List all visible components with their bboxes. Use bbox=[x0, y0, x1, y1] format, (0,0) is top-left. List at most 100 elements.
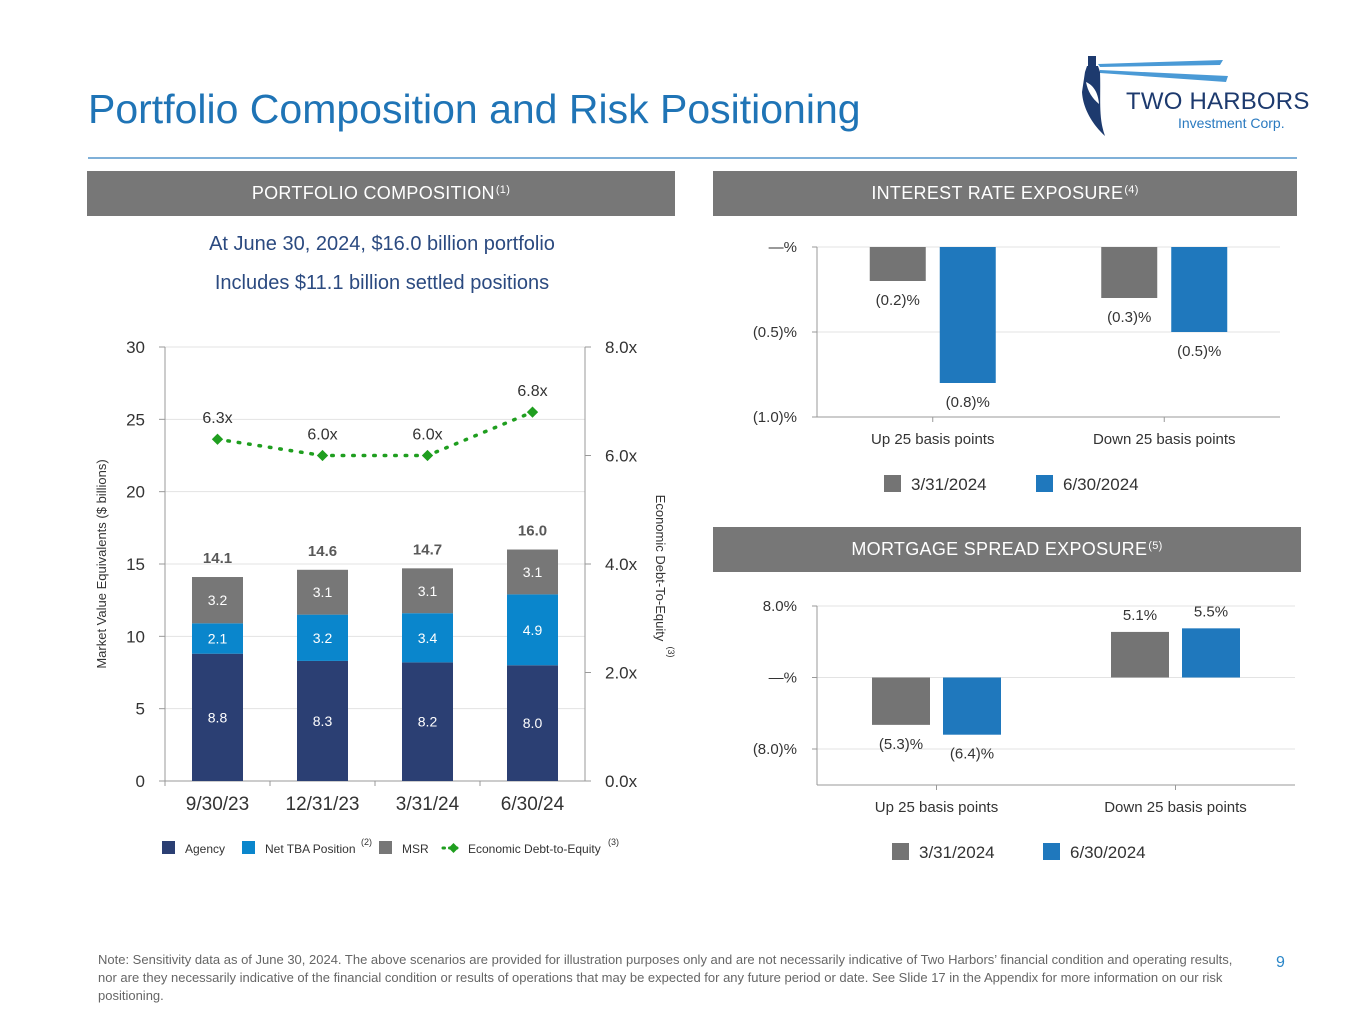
x-category-label: Up 25 basis points bbox=[871, 431, 994, 448]
y-tick-label: (0.5)% bbox=[753, 324, 797, 341]
debt-to-equity-marker bbox=[526, 406, 539, 418]
logo-subtitle: Investment Corp. bbox=[1178, 115, 1285, 131]
legend-sup: (3) bbox=[608, 837, 619, 847]
y-tick-label: (8.0)% bbox=[753, 741, 797, 758]
debt-to-equity-label: 6.0x bbox=[412, 427, 442, 444]
x-category-label: 6/30/24 bbox=[501, 794, 565, 815]
portfolio-summary-line-2: Includes $11.1 billion settled positions bbox=[214, 272, 550, 294]
bar-value-label: 3.2 bbox=[313, 630, 333, 646]
debt-to-equity-label: 6.3x bbox=[202, 410, 232, 427]
bar-net-tba-position bbox=[402, 613, 453, 663]
legend-sup: (2) bbox=[361, 837, 372, 847]
legend-swatch bbox=[884, 475, 901, 492]
bar-msr bbox=[402, 568, 453, 614]
bar-net-tba-position bbox=[297, 614, 348, 661]
legend-swatch bbox=[242, 841, 255, 854]
bar-value-label: (0.5)% bbox=[1177, 343, 1221, 360]
bar-agency bbox=[297, 660, 348, 781]
title-divider bbox=[88, 157, 1297, 159]
bar-6-30-2024 bbox=[939, 247, 996, 383]
spread-header: MORTGAGE SPREAD EXPOSURE (5) bbox=[713, 527, 1301, 572]
bar-value-label: 5.1% bbox=[1123, 607, 1157, 624]
legend-label: Agency bbox=[185, 842, 225, 856]
bar-3-31-2024 bbox=[1101, 247, 1158, 298]
legend-label: 3/31/2024 bbox=[919, 843, 995, 862]
bar-total-label: 14.1 bbox=[203, 550, 232, 567]
bar-value-label: 8.2 bbox=[418, 714, 438, 730]
y-tick-label: 0 bbox=[136, 772, 145, 791]
debt-to-equity-label: 6.8x bbox=[517, 383, 547, 400]
y-tick-label: 15 bbox=[126, 555, 145, 574]
bar-value-label: 4.9 bbox=[523, 622, 543, 638]
legend-label: Net TBA Position bbox=[265, 842, 356, 856]
y-tick-label: 25 bbox=[126, 410, 145, 429]
bar-agency bbox=[402, 662, 453, 781]
bar-6-30-2024 bbox=[943, 677, 1001, 735]
bar-value-label: 3.1 bbox=[523, 564, 543, 580]
bar-total-label: 16.0 bbox=[518, 523, 547, 540]
bar-value-label: (0.3)% bbox=[1107, 309, 1151, 326]
y2-tick-label: 2.0x bbox=[605, 664, 638, 683]
rate-header-text: INTEREST RATE EXPOSURE bbox=[871, 183, 1124, 203]
portfolio-summary-line-1: At June 30, 2024, $16.0 billion portfoli… bbox=[209, 233, 555, 255]
spread-header-text: MORTGAGE SPREAD EXPOSURE bbox=[851, 539, 1148, 559]
x-category-label: 9/30/23 bbox=[186, 794, 249, 815]
legend-swatch bbox=[379, 841, 392, 854]
footnote: Note: Sensitivity data as of June 30, 20… bbox=[98, 952, 1233, 1003]
y-tick-label: —% bbox=[769, 670, 797, 687]
y-tick-label: 20 bbox=[126, 483, 145, 502]
rate-header-sup: (4) bbox=[1124, 183, 1139, 196]
x-category-label: Up 25 basis points bbox=[875, 799, 998, 816]
legend-swatch bbox=[162, 841, 175, 854]
bar-agency bbox=[192, 653, 243, 781]
portfolio-header: PORTFOLIO COMPOSITION (1) bbox=[87, 171, 675, 216]
bar-value-label: (5.3)% bbox=[879, 736, 923, 753]
legend-label: Economic Debt-to-Equity bbox=[468, 842, 601, 856]
legend-marker bbox=[448, 843, 459, 853]
bar-agency bbox=[507, 665, 558, 781]
spread-header-sup: (5) bbox=[1148, 539, 1163, 552]
y-tick-label: —% bbox=[769, 239, 797, 256]
bar-value-label: (6.4)% bbox=[950, 746, 994, 763]
bar-net-tba-position bbox=[507, 594, 558, 666]
bar-value-label: 8.8 bbox=[208, 709, 228, 725]
x-category-label: Down 25 basis points bbox=[1093, 431, 1236, 448]
y2-tick-label: 4.0x bbox=[605, 555, 638, 574]
debt-to-equity-marker bbox=[316, 449, 329, 462]
bar-6-30-2024 bbox=[1182, 628, 1240, 678]
legend-label: MSR bbox=[402, 842, 429, 856]
logo-name: TWO HARBORS bbox=[1126, 88, 1310, 115]
bar-msr bbox=[507, 549, 558, 595]
y2-tick-label: 8.0x bbox=[605, 338, 638, 357]
bar-value-label: 2.1 bbox=[208, 631, 228, 647]
rate-header: INTEREST RATE EXPOSURE (4) bbox=[713, 171, 1297, 216]
logo: TWO HARBORS Investment Corp. bbox=[1078, 52, 1309, 142]
page-title: Portfolio Composition and Risk Positioni… bbox=[88, 86, 861, 132]
bar-value-label: 3.1 bbox=[418, 583, 438, 599]
y2-axis-title-sup: (3) bbox=[666, 647, 676, 658]
legend-label: 6/30/2024 bbox=[1063, 475, 1139, 494]
bar-msr bbox=[192, 577, 243, 624]
portfolio-header-text: PORTFOLIO COMPOSITION bbox=[251, 183, 495, 203]
x-category-label: Down 25 basis points bbox=[1104, 799, 1247, 816]
bar-total-label: 14.7 bbox=[413, 541, 442, 558]
bar-value-label: 3.2 bbox=[208, 592, 228, 608]
bar-3-31-2024 bbox=[872, 677, 930, 725]
bar-3-31-2024 bbox=[869, 247, 926, 281]
portfolio-header-sup: (1) bbox=[495, 183, 511, 196]
lighthouse-icon bbox=[1082, 56, 1228, 136]
bar-6-30-2024 bbox=[1171, 247, 1228, 332]
y2-axis-title: Economic Debt-To-Equity bbox=[653, 495, 668, 642]
bar-value-label: (0.2)% bbox=[876, 292, 920, 309]
bar-value-label: 5.5% bbox=[1194, 603, 1228, 620]
y-tick-label: (1.0)% bbox=[753, 409, 797, 426]
legend-label: 3/31/2024 bbox=[911, 475, 987, 494]
debt-to-equity-label: 6.0x bbox=[307, 427, 337, 444]
legend-label: 6/30/2024 bbox=[1070, 843, 1146, 862]
bar-msr bbox=[297, 569, 348, 615]
y-tick-label: 10 bbox=[126, 627, 145, 646]
bar-value-label: 8.3 bbox=[313, 713, 333, 729]
bar-value-label: 3.1 bbox=[313, 584, 333, 600]
